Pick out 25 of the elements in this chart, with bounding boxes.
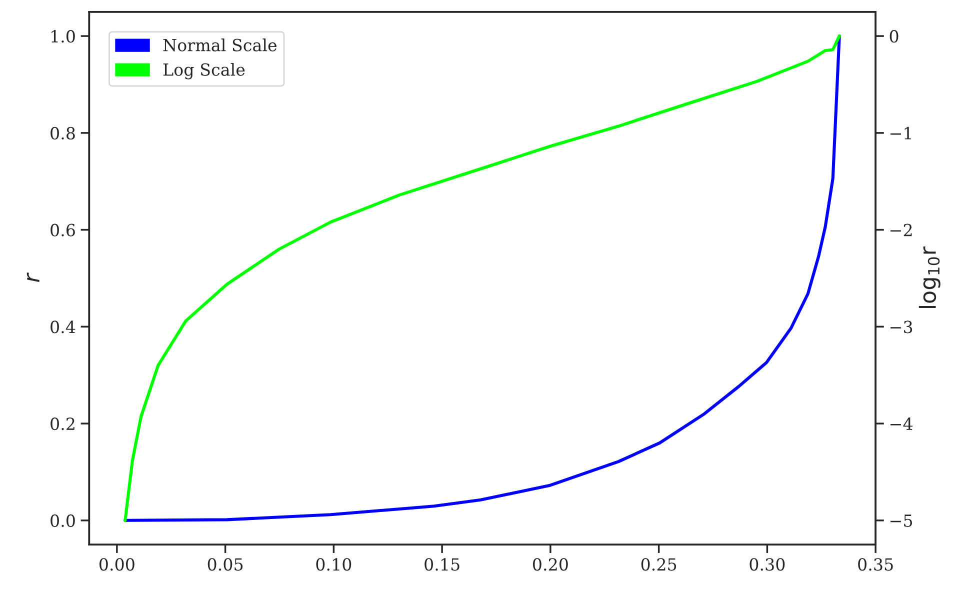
y2-tick-label: −2 [890, 224, 912, 236]
y2-tick-label: −3 [890, 320, 912, 334]
y-tick-label: 0.8 [50, 126, 75, 140]
x-tick-label: 0.15 [424, 558, 460, 571]
y2-tick-label: −1 [890, 126, 911, 140]
line-series [124, 34, 841, 522]
legend-label: Log Scale [163, 62, 245, 80]
x-tick-label: 0.30 [750, 558, 785, 571]
x-tick-label: 0.25 [641, 558, 676, 571]
y-tick-label: 0.2 [50, 418, 74, 430]
y2-tick-label: 0 [890, 30, 898, 43]
y2-axis-title: log$_{10}$r [918, 246, 940, 308]
y-tick-label: 0.4 [50, 320, 76, 334]
y2-tick-label: −5 [890, 514, 912, 527]
y-tick-label: 1.0 [52, 30, 75, 43]
y-axis-title: r [26, 272, 40, 282]
x-tick-label: 0.05 [208, 558, 243, 571]
y2-tick-label: −4 [890, 418, 912, 430]
x-tick-label: 0.10 [316, 558, 352, 571]
x-tick-label: 0.20 [532, 558, 568, 571]
y-tick-label: 0.0 [50, 514, 75, 527]
y-tick-label: 0.6 [50, 224, 75, 236]
x-tick-label: 0.35 [858, 558, 893, 571]
x-tick-label: 0.00 [99, 558, 134, 571]
legend-label: Normal Scale [163, 38, 277, 52]
